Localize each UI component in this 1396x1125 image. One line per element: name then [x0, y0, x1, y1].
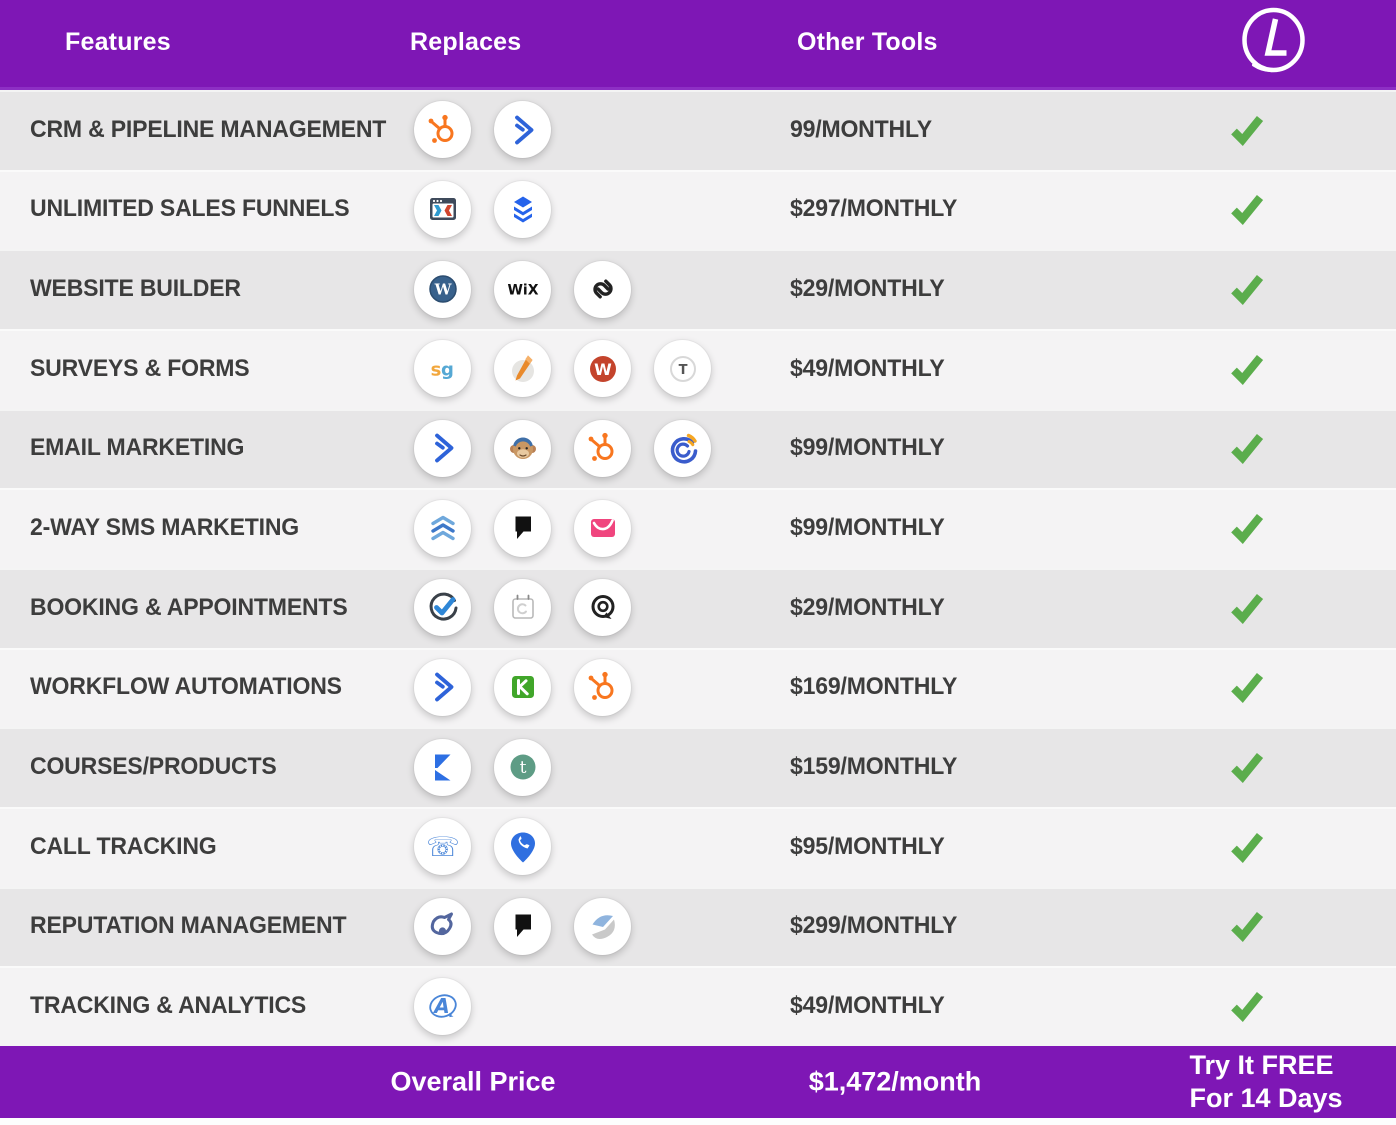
- included-check-icon: [1227, 508, 1267, 548]
- comparison-rows: CRM & PIPELINE MANAGEMENT 99/MONTHLY UNLIM…: [0, 90, 1396, 1046]
- table-row: WEBSITE BUILDER $29/MONTHLY: [0, 249, 1396, 329]
- table-row: BOOKING & APPOINTMENTS $29/MONTHLY: [0, 567, 1396, 648]
- other-tools-price: $29/MONTHLY: [790, 275, 945, 303]
- included-check-icon: [1227, 349, 1267, 389]
- features-column-header: Features: [65, 28, 171, 56]
- bird-icon: [414, 897, 471, 955]
- swoosh-icon: [574, 897, 631, 955]
- other-tools-price: $299/MONTHLY: [790, 912, 958, 940]
- feature-label: CRM & PIPELINE MANAGEMENT: [30, 115, 387, 143]
- feature-label: 2-WAY SMS MARKETING: [30, 514, 300, 542]
- other-tools-price: $297/MONTHLY: [790, 195, 958, 223]
- sms-chevrons-icon: [414, 499, 471, 557]
- cta-try-free-button[interactable]: Try It FREE For 14 Days: [1189, 1049, 1342, 1115]
- included-check-icon: [1227, 588, 1267, 628]
- constantcontact-icon: [654, 419, 711, 477]
- feature-label: TRACKING & ANALYTICS: [30, 992, 307, 1020]
- hubspot-icon: [414, 101, 471, 159]
- activecampaign-icon: [414, 658, 471, 716]
- cta-line1: Try It FREE: [1189, 1050, 1334, 1080]
- included-check-icon: [1227, 827, 1267, 867]
- table-row: 2-WAY SMS MARKETING $99/MONTHLY: [0, 488, 1396, 568]
- table-row: SURVEYS & FORMS $49/MONTHLY: [0, 328, 1396, 409]
- included-check-icon: [1227, 667, 1267, 707]
- table-row: TRACKING & ANALYTICS $49/MONTHLY: [0, 966, 1396, 1046]
- other-tools-price: $99/MONTHLY: [790, 434, 945, 462]
- wordpress-icon: [414, 260, 471, 318]
- feature-label: CALL TRACKING: [30, 832, 217, 860]
- table-footer: Overall Price $1,472/month Try It FREE F…: [0, 1046, 1396, 1118]
- table-row: EMAIL MARKETING $99/MONTHLY: [0, 408, 1396, 489]
- feature-label: UNLIMITED SALES FUNNELS: [30, 195, 350, 223]
- pen-icon: [494, 340, 551, 398]
- feature-label: SURVEYS & FORMS: [30, 354, 250, 382]
- leadpages-icon: [494, 180, 551, 238]
- feature-label: BOOKING & APPOINTMENTS: [30, 593, 348, 621]
- other-tools-column-header: Other Tools: [797, 28, 938, 56]
- table-row: CRM & PIPELINE MANAGEMENT 99/MONTHLY: [0, 90, 1396, 170]
- typeform-icon: [654, 340, 711, 398]
- hubspot-icon: [574, 419, 631, 477]
- cta-line2: For 14 Days: [1189, 1083, 1343, 1113]
- table-row: COURSES/PRODUCTS $159/MONTHLY: [0, 727, 1396, 807]
- table-row: REPUTATION MANAGEMENT $299/MONTHLY: [0, 886, 1396, 967]
- replaces-column-header: Replaces: [410, 28, 522, 56]
- other-tools-price: $49/MONTHLY: [790, 354, 945, 382]
- feature-label: WEBSITE BUILDER: [30, 275, 241, 303]
- included-check-icon: [1227, 747, 1267, 787]
- surveygizmo-icon: [414, 340, 471, 398]
- table-row: UNLIMITED SALES FUNNELS $297/MONTHLY: [0, 169, 1396, 250]
- teachable-icon: [494, 738, 551, 796]
- clickfunnels-icon: [414, 180, 471, 238]
- included-check-icon: [1227, 189, 1267, 229]
- keap-icon: [494, 658, 551, 716]
- feature-label: WORKFLOW AUTOMATIONS: [30, 673, 342, 701]
- envelope-icon: [574, 499, 631, 557]
- analytics-a-icon: [414, 977, 471, 1035]
- included-check-icon: [1227, 428, 1267, 468]
- included-check-icon: [1227, 906, 1267, 946]
- table-row: WORKFLOW AUTOMATIONS $169/MONTHLY: [0, 647, 1396, 728]
- feature-label: EMAIL MARKETING: [30, 434, 245, 462]
- other-tools-price: $29/MONTHLY: [790, 593, 945, 621]
- podium-icon: [494, 499, 551, 557]
- hubspot-icon: [574, 658, 631, 716]
- podium-icon: [494, 897, 551, 955]
- activecampaign-icon: [494, 101, 551, 159]
- kajabi-icon: [414, 738, 471, 796]
- mailchimp-icon: [494, 419, 551, 477]
- calendar-icon: [494, 579, 551, 637]
- other-tools-price: $99/MONTHLY: [790, 514, 945, 542]
- overall-price-value: $1,472/month: [808, 1066, 982, 1097]
- acuity-icon: [574, 579, 631, 637]
- table-row: CALL TRACKING $95/MONTHLY: [0, 806, 1396, 887]
- other-tools-price: $49/MONTHLY: [790, 992, 945, 1020]
- squarespace-icon: [574, 260, 631, 318]
- feature-label: REPUTATION MANAGEMENT: [30, 912, 347, 940]
- bottom-margin: [0, 1118, 1396, 1125]
- feature-label: COURSES/PRODUCTS: [30, 753, 277, 781]
- other-tools-price: $159/MONTHLY: [790, 753, 958, 781]
- brand-logo-icon[interactable]: [1221, 4, 1326, 84]
- other-tools-price: 99/MONTHLY: [790, 115, 932, 143]
- table-header: Features Replaces Other Tools: [0, 0, 1396, 90]
- included-check-icon: [1227, 986, 1267, 1026]
- overall-price-label: Overall Price: [390, 1066, 556, 1097]
- map-pin-phone-icon: [494, 818, 551, 876]
- activecampaign-icon: [414, 419, 471, 477]
- wix-icon: [494, 260, 551, 318]
- check-circle-icon: [414, 579, 471, 637]
- included-check-icon: [1227, 269, 1267, 309]
- phone-icon: [414, 818, 471, 876]
- other-tools-price: $95/MONTHLY: [790, 832, 945, 860]
- wufoo-icon: [574, 340, 631, 398]
- included-check-icon: [1227, 110, 1267, 150]
- other-tools-price: $169/MONTHLY: [790, 673, 958, 701]
